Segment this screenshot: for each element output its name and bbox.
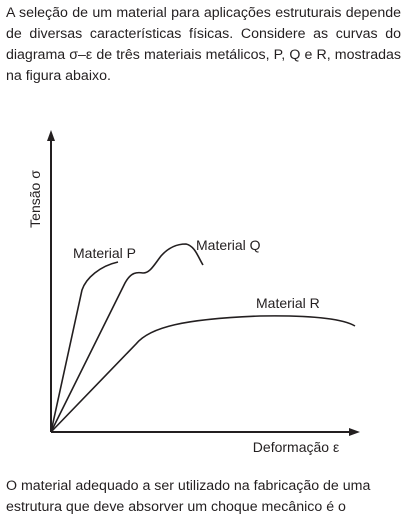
stress-strain-diagram: Tensão σ Deformação ε Material P Materia… [0,120,407,465]
y-axis-arrow-icon [47,130,55,141]
curve-material-r [50,315,356,433]
question-intro-text: A seleção de um material para aplicações… [6,5,401,84]
curve-material-q [50,243,204,433]
x-axis-arrow-icon [349,428,360,436]
label-material-p: Material P [73,245,136,261]
label-material-r: Material R [256,295,320,311]
curve-material-p [50,261,119,433]
question-outro-text: O material adequado a ser utilizado na f… [6,478,371,515]
x-axis-label: Deformação ε [253,439,339,455]
y-axis-label: Tensão σ [27,170,43,228]
label-material-q: Material Q [196,237,261,253]
